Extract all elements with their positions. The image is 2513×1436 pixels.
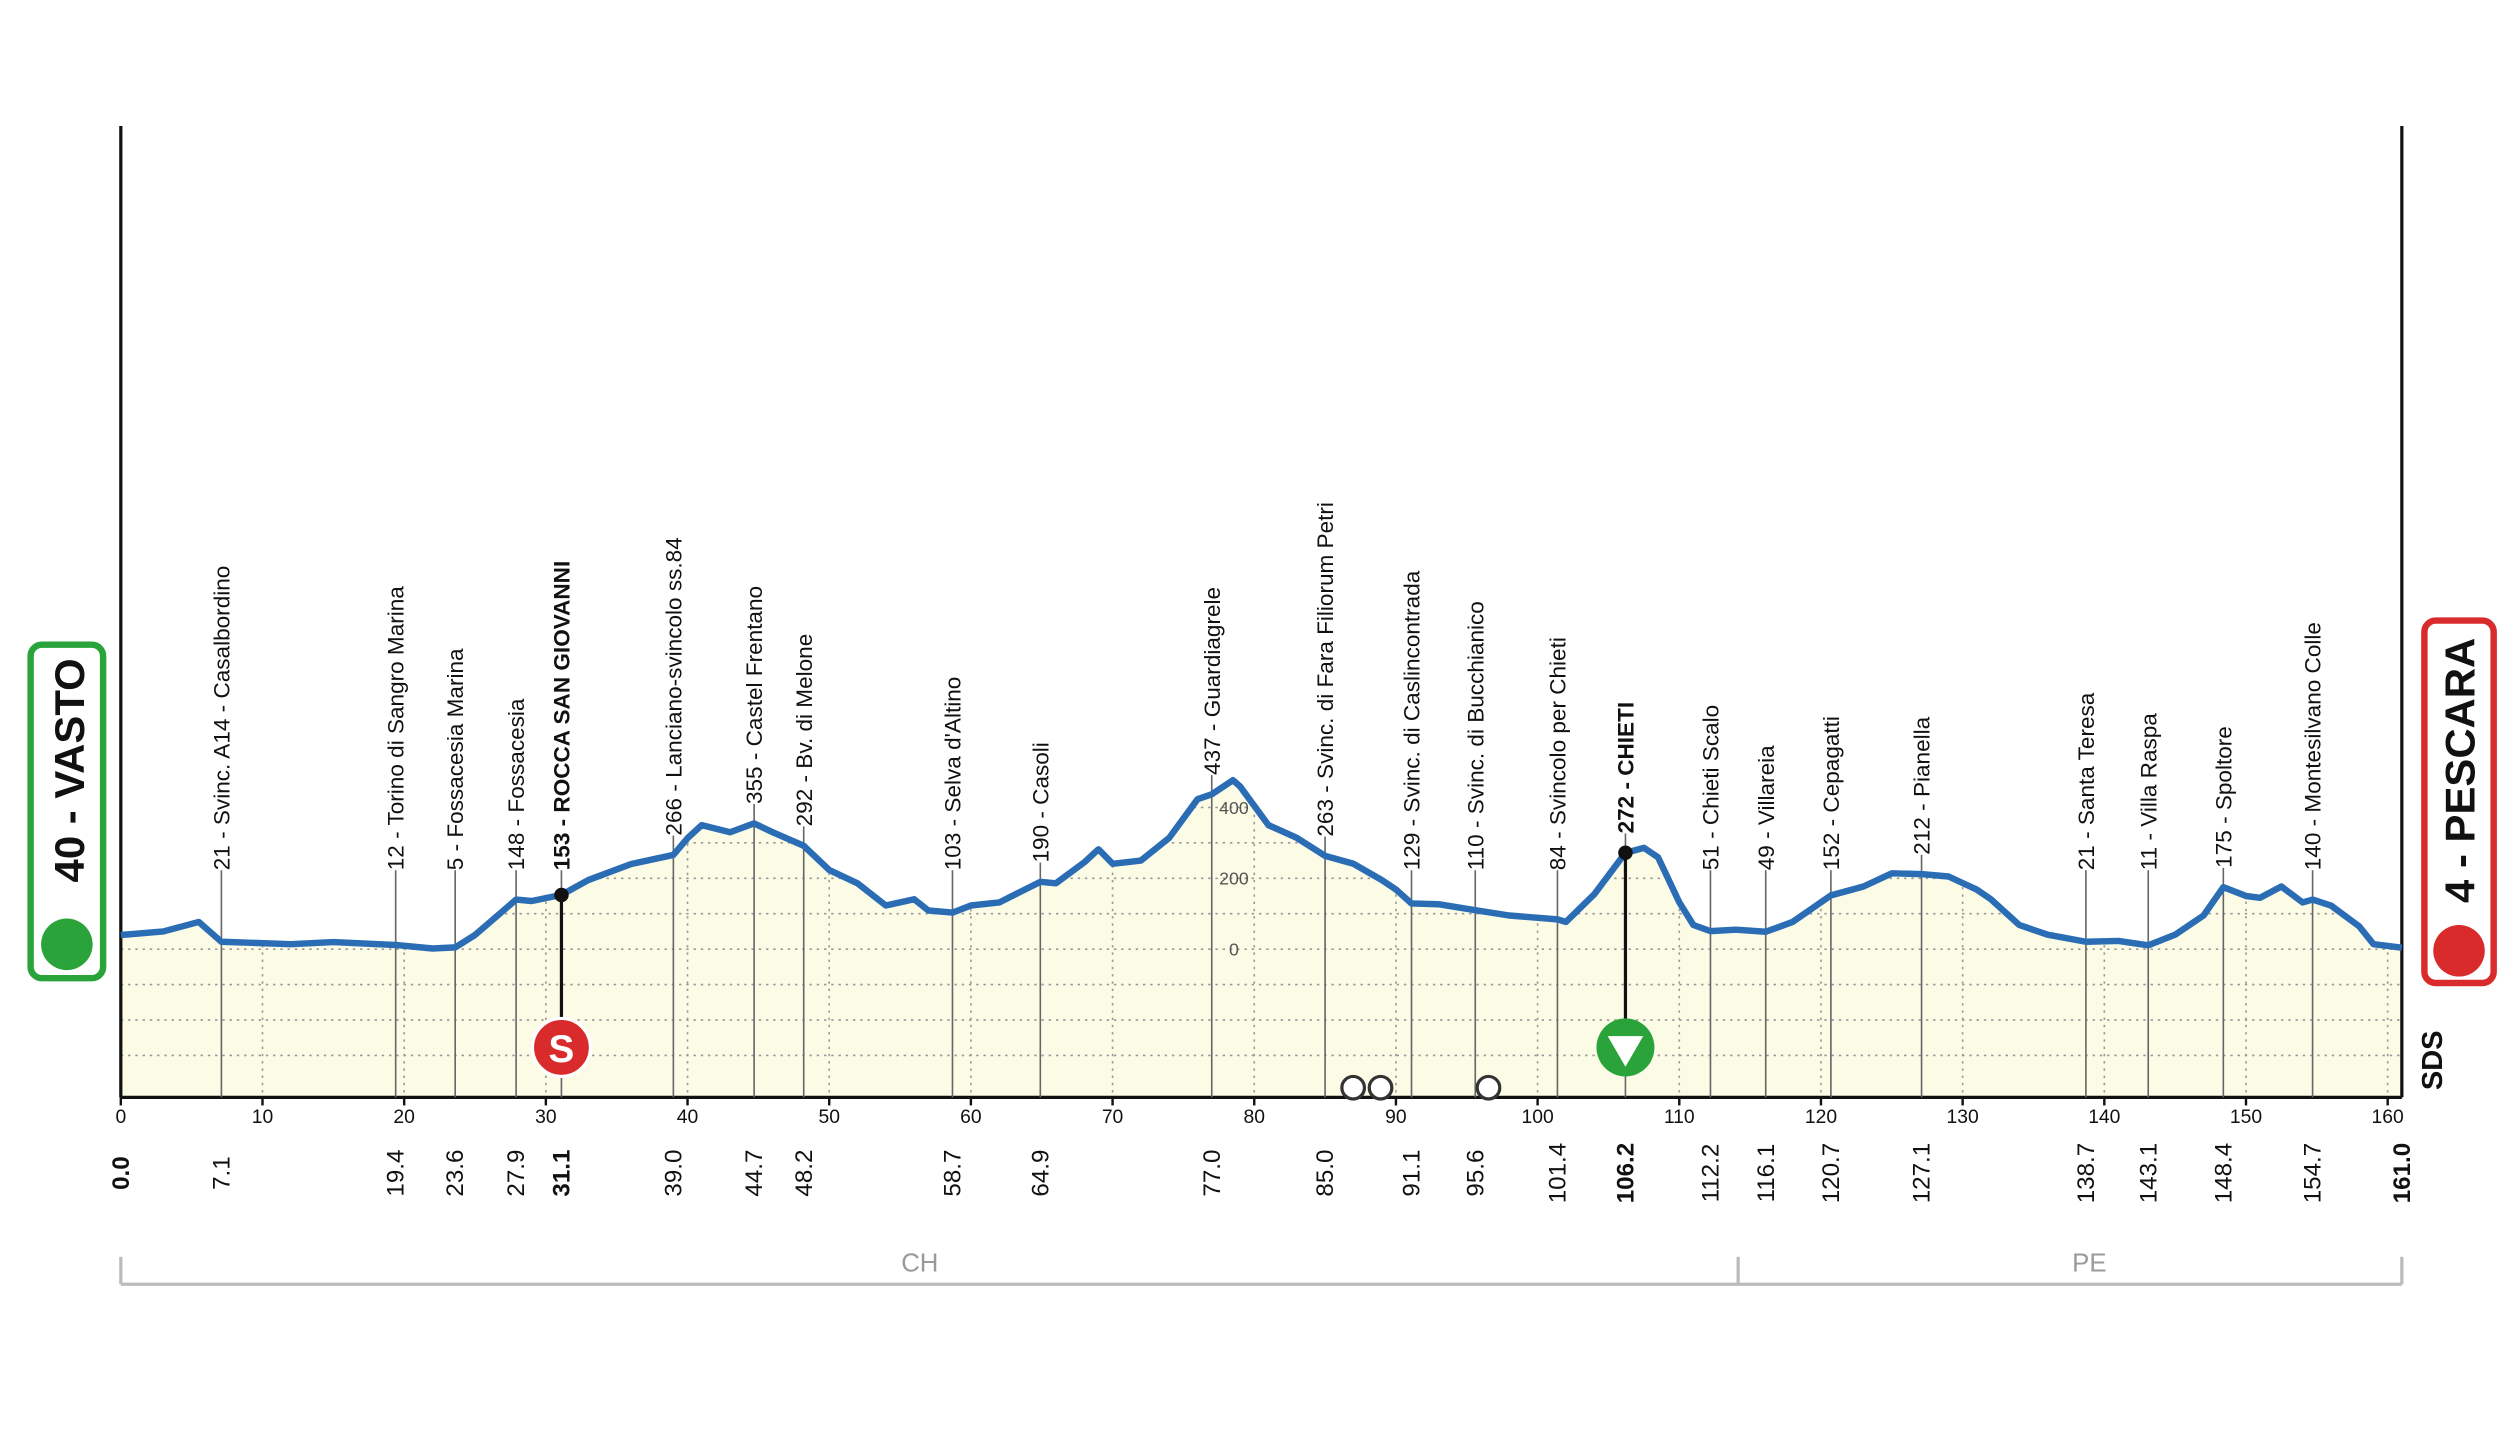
waypoint-label: 21 - Svinc. A14 - Casalbordino — [209, 566, 234, 871]
start-label: 40 - VASTO — [46, 658, 93, 882]
km-label: 27.9 — [503, 1150, 530, 1197]
waypoint-label: 110 - Svinc. di Bucchianico — [1463, 601, 1488, 870]
km-label: 64.9 — [1027, 1150, 1054, 1197]
x-tick-label: 20 — [393, 1107, 415, 1128]
x-tick-label: 50 — [818, 1107, 840, 1128]
sprint-letter: S — [549, 1028, 575, 1071]
waypoint-label: 84 - Svincolo per Chieti — [1545, 637, 1570, 870]
intermediate-arrow — [1607, 1036, 1644, 1067]
sprint-icon — [530, 1016, 593, 1079]
waypoint-label: 11 - Villa Raspa — [2136, 713, 2161, 871]
km-label: 127.1 — [1909, 1143, 1936, 1203]
km-label: 154.7 — [2300, 1143, 2327, 1203]
x-tick-label: 120 — [1805, 1107, 1837, 1128]
x-tick-label: 150 — [2230, 1107, 2262, 1128]
finish-label: 4 - PESCARA — [2436, 638, 2483, 903]
waypoint-label: 292 - Bv. di Melone — [792, 634, 817, 827]
x-tick-label: 40 — [677, 1107, 698, 1128]
km-label: 31.1 — [548, 1150, 575, 1197]
x-tick-label: 0 — [115, 1107, 126, 1128]
km-label: 48.2 — [791, 1150, 818, 1197]
waypoint-label: 49 - Villareia — [1754, 745, 1779, 870]
waypoint-label: 140 - Montesilvano Colle — [2301, 622, 2326, 870]
waypoint-label: 12 - Torino di Sangro Marina — [384, 586, 409, 871]
y-tick-label: 0 — [1229, 940, 1239, 960]
km-label: 116.1 — [1753, 1144, 1780, 1203]
km-label: 77.0 — [1199, 1150, 1226, 1197]
region-label: CH — [901, 1249, 938, 1277]
x-tick-label: 140 — [2088, 1107, 2120, 1128]
marker-dot — [554, 887, 569, 903]
km-label: 148.4 — [2210, 1143, 2237, 1203]
km-label: 91.1 — [1399, 1150, 1426, 1197]
waypoint-label: 212 - Pianella — [1910, 716, 1935, 854]
km-label: 161.0 — [2389, 1143, 2416, 1203]
x-tick-label: 110 — [1664, 1107, 1695, 1128]
km-label: 58.7 — [940, 1150, 967, 1197]
x-tick-label: 60 — [960, 1107, 982, 1128]
x-tick-label: 100 — [1521, 1107, 1553, 1128]
start-box — [27, 641, 107, 982]
km-label: 120.7 — [1818, 1143, 1845, 1203]
km-label: 95.6 — [1462, 1150, 1489, 1197]
x-tick-label: 30 — [535, 1107, 557, 1128]
tunnel-icons — [1340, 1074, 1502, 1101]
km-label: 7.1 — [208, 1156, 235, 1190]
km-label: 106.2 — [1613, 1143, 1640, 1203]
waypoint-label: 272 - CHIETI — [1614, 702, 1639, 834]
waypoint-label: 21 - Santa Teresa — [2074, 692, 2099, 870]
x-tick-label: 90 — [1385, 1107, 1407, 1128]
km-label: 0.0 — [108, 1156, 135, 1190]
waypoint-label: 263 - Svinc. di Fara Filiorum Petri — [1313, 502, 1338, 837]
km-label: 138.7 — [2073, 1143, 2100, 1203]
waypoint-label: 437 - Guardiagrele — [1200, 587, 1225, 775]
km-label: 44.7 — [741, 1150, 768, 1197]
x-tick-label: 70 — [1102, 1107, 1124, 1128]
waypoint-label: 190 - Casoli — [1028, 742, 1053, 862]
marker-dot — [1618, 845, 1633, 861]
finish-icon — [2433, 925, 2485, 977]
y-tick-label: 400 — [1219, 798, 1249, 818]
waypoint-label: 148 - Fossacesia — [504, 698, 529, 870]
km-label: 19.4 — [383, 1150, 410, 1197]
km-label: 112.2 — [1698, 1144, 1725, 1203]
profile-line — [120, 776, 2403, 952]
waypoint-label: 129 - Svinc. di Caslincontrada — [1400, 570, 1425, 870]
y-tick-label: 200 — [1219, 869, 1249, 889]
km-label: 101.4 — [1544, 1143, 1571, 1203]
waypoint-label: 153 - ROCCA SAN GIOVANNI — [549, 561, 574, 870]
x-tick-label: 80 — [1243, 1107, 1265, 1128]
waypoint-label: 175 - Spoltore — [2211, 726, 2236, 868]
start-icon — [41, 918, 93, 971]
km-label: 39.0 — [660, 1150, 687, 1197]
waypoint-label: 266 - Lanciano-svincolo ss.84 — [661, 537, 686, 835]
region-label: PE — [2072, 1249, 2106, 1277]
km-label: 23.6 — [442, 1150, 469, 1197]
x-tick-label: 130 — [1947, 1107, 1979, 1128]
finish-box — [2421, 617, 2497, 987]
waypoint-label: 152 - Cepagatti — [1819, 716, 1844, 870]
x-tick-label: 10 — [252, 1107, 274, 1128]
km-label: 143.1 — [2135, 1143, 2162, 1203]
km-label: 85.0 — [1312, 1150, 1339, 1197]
waypoint-label: 103 - Selva d'Altino — [941, 677, 966, 871]
waypoint-label: 355 - Castel Frentano — [742, 586, 767, 804]
waypoint-label: 5 - Fossacesia Marina — [443, 648, 468, 870]
waypoint-label: 51 - Chieti Scalo — [1699, 705, 1724, 870]
brand: SDS — [2417, 1031, 2449, 1091]
x-tick-label: 160 — [2372, 1107, 2404, 1128]
